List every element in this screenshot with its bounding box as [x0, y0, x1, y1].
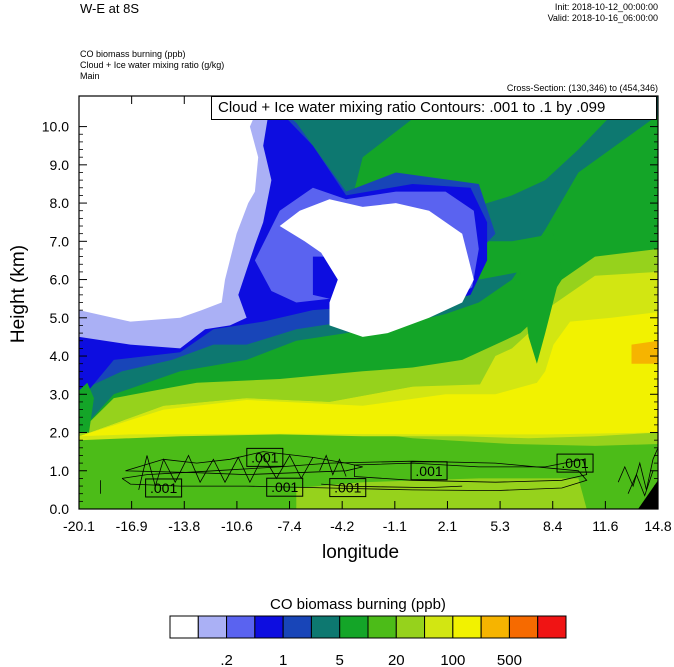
contour-label-0: .001: [145, 478, 183, 498]
colorbar-swatch-5: [310, 615, 341, 639]
terrain-mask: [638, 480, 658, 509]
axes: -20.1 -16.9 -13.8 -10.6 -7.4 -4.2 -1.1 2.1 5.3 8.…: [42, 96, 672, 534]
field-description-main: Main: [80, 71, 100, 81]
contour-line-4: [319, 454, 347, 477]
x-tick-label-5: -4.2: [330, 518, 354, 534]
y-axis-label: Height (km): [8, 244, 29, 344]
filled-contours: [79, 96, 658, 509]
colorbar-swatch-0: [169, 615, 199, 639]
colorbar-label-1: 1: [279, 652, 287, 667]
x-tick-label-6: -1.1: [383, 518, 407, 534]
y-tick-label-1: 1.0: [50, 463, 70, 479]
init-time-label: Init: 2018-10-12_00:00:00: [554, 2, 658, 12]
colorbar-swatch-1: [197, 615, 228, 639]
y-tick-label-9: 9.0: [50, 157, 70, 173]
x-tick-label-1: -16.9: [116, 518, 148, 534]
svg-text:.001: .001: [561, 455, 588, 471]
y-tick-label-0: 0.0: [50, 501, 70, 517]
y-tick-label-6: 6.0: [50, 272, 70, 288]
colorbar-swatch-8: [395, 615, 426, 639]
colorbar-swatch-13: [537, 615, 567, 639]
svg-text:.001: .001: [150, 480, 177, 496]
y-tick-label-2: 2.0: [50, 425, 70, 441]
field-region-6: [631, 340, 658, 364]
x-tick-label-7: 2.1: [438, 518, 458, 534]
svg-text:.001: .001: [271, 479, 298, 495]
colorbar-title: CO biomass burning (ppb): [270, 596, 446, 613]
contour-label-3: .001: [329, 478, 367, 498]
cross-section-label: Cross-Section: (130,346) to (454,346): [506, 83, 658, 93]
contour-label-1: .001: [246, 447, 284, 467]
colorbar-label-5: 500: [497, 652, 522, 667]
svg-text:.001: .001: [334, 480, 361, 496]
y-tick-label-8: 8.0: [50, 195, 70, 211]
contour-label-4: .001: [410, 461, 448, 481]
colorbar-swatch-11: [480, 615, 510, 639]
colorbar: .2 1 5 20 100 500: [169, 615, 567, 667]
field-region-5: [79, 312, 658, 437]
valid-time-label: Valid: 2018-10-16_06:00:00: [547, 13, 658, 23]
contour-info-box: Cloud + Ice water mixing ratio Contours:…: [211, 96, 657, 120]
x-tick-label-11: 14.8: [644, 518, 671, 534]
field-region-3: [79, 363, 479, 437]
colorbar-label-3: 20: [388, 652, 405, 667]
field-region-17: [279, 199, 474, 337]
contour-line-5: [321, 483, 463, 489]
field-description-co: CO biomass burning (ppb): [80, 49, 186, 59]
x-tick-label-2: -13.8: [168, 518, 200, 534]
contour-label-5: .001: [556, 453, 594, 473]
colorbar-swatch-9: [424, 615, 454, 639]
contour-line-3: [138, 454, 314, 490]
colorbar-swatch-12: [508, 615, 539, 639]
x-tick-label-3: -10.6: [221, 518, 253, 534]
colorbar-swatch-7: [367, 615, 397, 639]
field-description-cloud: Cloud + Ice water mixing ratio (g/kg): [80, 60, 225, 70]
colorbar-swatch-3: [254, 615, 284, 639]
x-tick-label-4: -7.4: [277, 518, 301, 534]
svg-text:.001: .001: [415, 463, 442, 479]
x-axis-label: longitude: [322, 542, 400, 563]
colorbar-swatch-10: [452, 615, 482, 639]
contour-line-6: [617, 447, 658, 490]
colorbar-swatch-4: [282, 615, 312, 639]
cloud-contour-lines: [100, 447, 658, 497]
contour-labels: .001 .001 .001 .001 .001 .001: [145, 447, 594, 498]
colorbar-label-2: 5: [336, 652, 344, 667]
x-tick-label-10: 11.6: [592, 518, 618, 534]
y-tick-label-10: 10.0: [42, 119, 69, 135]
colorbar-label-4: 100: [440, 652, 465, 667]
colorbar-label-0: .2: [220, 652, 233, 667]
colorbar-swatch-6: [339, 615, 369, 639]
y-tick-label-7: 7.0: [50, 233, 70, 249]
field-region-18: [79, 382, 94, 433]
y-tick-label-4: 4.0: [50, 348, 70, 364]
contour-label-2: .001: [266, 477, 304, 497]
svg-text:.001: .001: [251, 449, 278, 465]
x-tick-label-0: -20.1: [63, 518, 95, 534]
x-tick-label-8: 5.3: [490, 518, 510, 534]
y-tick-label-3: 3.0: [50, 386, 70, 402]
x-tick-label-9: 8.4: [543, 518, 563, 534]
plot-title: W-E at 8S: [80, 1, 140, 16]
contour-line-2: [353, 458, 588, 483]
y-tick-label-5: 5.0: [50, 310, 70, 326]
contour-line-7: [627, 470, 654, 497]
field-region-16: [79, 96, 264, 322]
colorbar-swatch-2: [226, 615, 256, 639]
contour-line-0: [121, 460, 588, 492]
field-region-10: [478, 233, 562, 364]
